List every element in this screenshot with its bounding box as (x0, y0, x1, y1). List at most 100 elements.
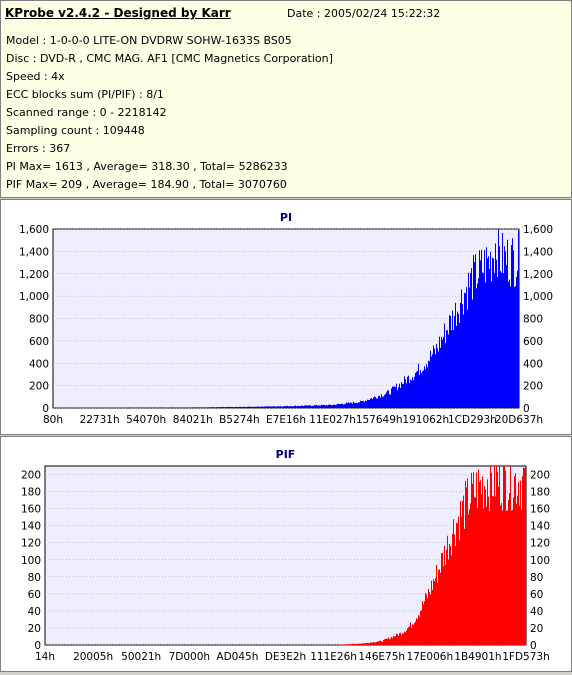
pi-bar (465, 293, 466, 408)
pif-bar (464, 529, 465, 645)
pi-ytick-right: 1,200 (523, 269, 553, 281)
pi-bar (485, 283, 486, 408)
pi-bar (342, 404, 343, 408)
pi-bar (430, 351, 431, 408)
pi-bar (140, 407, 141, 408)
pi-bar (213, 407, 214, 408)
pif-bar (384, 639, 385, 645)
pi-bar (299, 406, 300, 408)
pi-bar (327, 405, 328, 408)
pif-bar (522, 476, 523, 645)
pi-bar (314, 405, 315, 408)
pi-bar (155, 407, 156, 408)
pi-bar (427, 367, 428, 408)
pi-bar (402, 384, 403, 408)
pi-bar (442, 340, 443, 408)
pi-bar (382, 397, 383, 408)
pi-bar (460, 303, 461, 408)
pi-bar (353, 402, 354, 408)
pi-bar (492, 258, 493, 408)
pif-bar (478, 470, 479, 645)
pif-bar (467, 478, 468, 645)
pif-ytick-left: 100 (21, 555, 41, 567)
pif-bar (404, 632, 405, 645)
model-line: Model : 1-0-0-0 LITE-ON DVDRW SOHW-1633S… (6, 34, 292, 47)
pif-bar (515, 473, 516, 645)
pi-bar (374, 397, 375, 408)
pif-bar (514, 476, 515, 645)
pi-bar (169, 407, 170, 408)
pi-bar (433, 345, 434, 408)
pi-bar (451, 330, 452, 408)
pif-xtick-label: AD045h (216, 651, 258, 663)
pi-ytick-left: 1,400 (19, 246, 49, 258)
pif-bar (435, 578, 436, 645)
pi-bar (409, 383, 410, 408)
pi-bar (326, 405, 327, 408)
pif-bar (382, 642, 383, 645)
pif-bar (387, 639, 388, 645)
pi-bar (417, 371, 418, 408)
pi-bar (358, 402, 359, 408)
pif-ytick-right: 180 (530, 487, 550, 499)
pif-bar (355, 644, 356, 645)
pi-bar (209, 407, 210, 408)
pi-bar (244, 407, 245, 408)
pi-bar (263, 407, 264, 408)
pi-bar (503, 273, 504, 408)
pi-bar (234, 407, 235, 408)
pi-bar (260, 407, 261, 408)
pif-bar (360, 644, 361, 645)
pif-bar (465, 481, 466, 645)
pif-bar (502, 511, 503, 645)
pi-bar (504, 246, 505, 408)
pi-bar (416, 372, 417, 408)
pi-bar (329, 404, 330, 408)
pi-bar (516, 277, 517, 408)
pi-bar (197, 407, 198, 408)
pif-bar (476, 473, 477, 645)
pi-bar (396, 384, 397, 408)
pi-bar (123, 407, 124, 408)
pif-bar (436, 565, 437, 645)
pif-ytick-right: 140 (530, 521, 550, 533)
pi-bar (237, 407, 238, 408)
pi-bar (477, 284, 478, 408)
info-panel: KProbe v2.4.2 - Designed by Karr Date : … (0, 0, 572, 198)
pi-bar (200, 407, 201, 408)
pi-bar (401, 382, 402, 408)
pi-bar (462, 304, 463, 408)
pi-bar (400, 388, 401, 408)
pi-bar (152, 407, 153, 408)
pi-bar (351, 403, 352, 408)
pi-bar (285, 406, 286, 408)
pi-bar (212, 407, 213, 408)
pif-bar (422, 601, 423, 645)
pi-bar (206, 407, 207, 408)
pi-ytick-left: 200 (29, 381, 49, 393)
pif-bar (370, 643, 371, 645)
pi-bar (300, 406, 301, 408)
pi-ytick-left: 600 (29, 336, 49, 348)
pi-bar (360, 401, 361, 408)
pi-bar (255, 407, 256, 408)
pi-bar (348, 402, 349, 408)
pi-bar (306, 405, 307, 408)
pif-ytick-right: 20 (530, 623, 543, 635)
pi-bar (258, 407, 259, 408)
pif-bar (442, 553, 443, 645)
pi-bar (406, 383, 407, 408)
pi-bar (495, 244, 496, 408)
pif-bar (391, 637, 392, 645)
pif-bar (427, 598, 428, 645)
pi-bar (330, 405, 331, 408)
pi-ytick-left: 1,000 (19, 291, 49, 303)
pi-bar (412, 377, 413, 408)
pi-bar (337, 404, 338, 408)
pi-bar (500, 271, 501, 408)
pi-bar (253, 407, 254, 408)
pi-bar (224, 407, 225, 408)
pi-bar (461, 289, 462, 408)
pi-bar (324, 405, 325, 408)
